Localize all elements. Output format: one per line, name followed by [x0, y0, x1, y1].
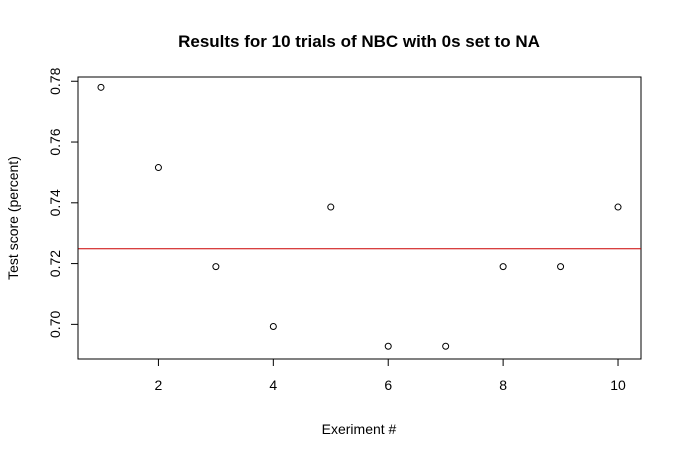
data-point-3 [212, 263, 220, 271]
y-axis-label: Test score (percent) [5, 156, 21, 280]
y-axis: 0.70 0.72 0.74 0.76 0.78 [47, 67, 79, 338]
y-tick-label-3: 0.76 [47, 128, 63, 155]
data-point-6 [384, 342, 392, 350]
plot-frame [77, 76, 642, 360]
x-axis-label: Exeriment # [322, 421, 397, 437]
data-points [97, 83, 622, 350]
data-point-5 [327, 203, 335, 211]
y-tick-label-4: 0.78 [47, 67, 63, 94]
x-axis: 2 4 6 8 10 [155, 358, 626, 393]
x-tick-label-4: 4 [269, 377, 277, 393]
data-point-4 [269, 322, 277, 330]
y-tick-label-2: 0.74 [47, 189, 63, 216]
data-point-9 [557, 263, 565, 271]
x-tick-label-10: 10 [610, 377, 626, 393]
y-tick-label-1: 0.72 [47, 250, 63, 277]
chart-title: Results for 10 trials of NBC with 0s set… [178, 32, 540, 51]
data-point-7 [442, 342, 450, 350]
data-point-1 [97, 83, 105, 91]
x-tick-label-2: 2 [155, 377, 163, 393]
y-tick-label-0: 0.70 [47, 311, 63, 338]
x-tick-label-6: 6 [384, 377, 392, 393]
data-point-2 [154, 164, 162, 172]
data-point-8 [499, 263, 507, 271]
data-point-10 [614, 203, 622, 211]
x-tick-label-8: 8 [499, 377, 507, 393]
